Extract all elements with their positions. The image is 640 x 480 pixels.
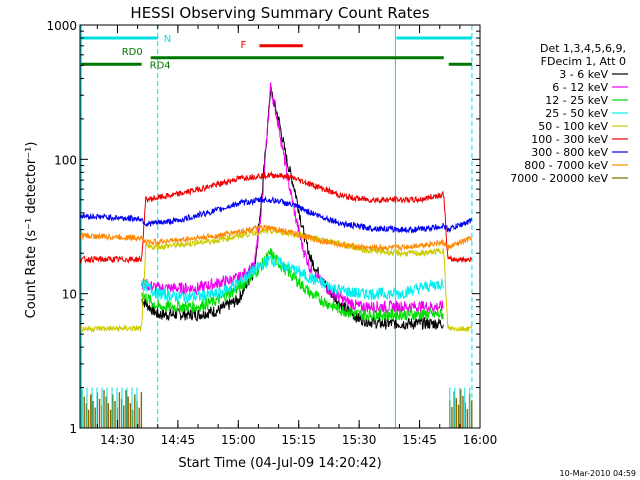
legend-entry-label: 300 - 800 keV [531,146,608,159]
x-axis-label: Start Time (04-Jul-09 14:20:42) [178,456,381,471]
x-tick-label: 16:00 [463,433,498,447]
annotation-label-rd4: RD4 [150,60,171,71]
x-tick-label: 15:30 [342,433,377,447]
x-tick-label: 14:30 [100,433,135,447]
legend-entry-label: 100 - 300 keV [531,133,608,146]
x-tick-label: 15:15 [281,433,316,447]
series-line-300-800-kev [79,195,472,234]
y-tick-label: 100 [54,153,77,167]
legend: Det 1,3,4,5,6,9, FDecim 1, Att 0 3 - 6 k… [510,42,628,185]
chart-title: HESSI Observing Summary Count Rates [130,4,429,22]
series-line-800-7000-kev [79,224,472,252]
timestamp-label: 10-Mar-2010 04:59 [560,469,637,478]
legend-entry-label: 50 - 100 keV [538,120,608,133]
series-line-12-25-kev [141,248,444,322]
annotation-label-rd0: RD0 [122,47,143,58]
y-axis-label: Count Rate (s⁻¹ detector⁻¹) [24,142,39,319]
series-line-100-300-kev [79,170,472,265]
annotation-label-n: N [164,34,171,45]
legend-entry-label: 25 - 50 keV [545,107,608,120]
axis-layer: 14:30 14:45 15:00 15:15 15:30 15:45 16:00 1 10 10… [46,19,497,447]
legend-entry-label: 6 - 12 keV [552,81,608,94]
series-line-25-50-kev [141,255,444,304]
annotation-layer: N RD0 RD4 F [81,34,472,71]
legend-entry-label: 12 - 25 keV [545,94,608,107]
annotation-label-f: F [240,40,246,51]
x-tick-label: 14:45 [161,433,196,447]
y-tick-label: 1000 [46,19,77,33]
legend-entry-label: 800 - 7000 keV [524,159,608,172]
y-tick-label: 1 [69,422,77,436]
legend-header-line-2: FDecim 1, Att 0 [541,55,626,68]
night-shading-layer [80,25,473,428]
x-tick-label: 15:45 [402,433,437,447]
series-layer [79,82,472,334]
legend-header-line-1: Det 1,3,4,5,6,9, [540,42,626,55]
x-tick-label: 15:00 [221,433,256,447]
legend-entry-label: 3 - 6 keV [559,68,608,81]
y-tick-label: 10 [62,288,77,302]
plot-frame [79,24,481,429]
legend-entry-label: 7000 - 20000 keV [510,172,608,185]
